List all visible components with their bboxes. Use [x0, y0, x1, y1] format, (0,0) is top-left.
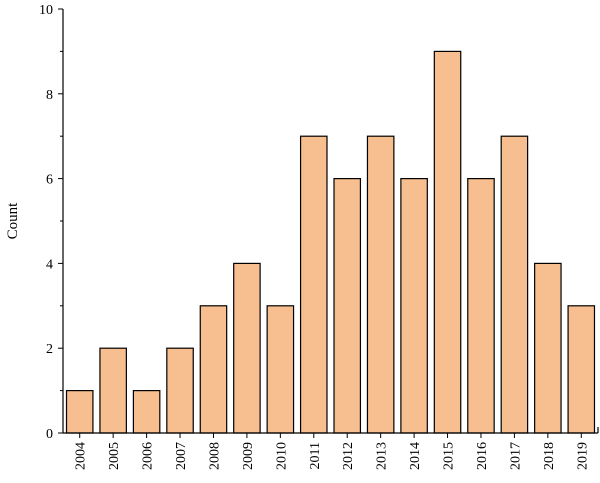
x-tick-label: 2009 — [241, 442, 256, 470]
y-tick-label: 10 — [39, 3, 53, 18]
x-ticks-group: 2004 2005 2006 2007 2008 2009 2010 2011 2012 2013… — [74, 433, 590, 470]
bar-2008 — [199, 305, 228, 434]
x-tick-label: 2013 — [375, 442, 390, 470]
bar-2009 — [233, 262, 261, 434]
x-tick-label: 2016 — [475, 442, 490, 470]
bar-2007 — [166, 347, 194, 434]
bar-2019 — [567, 305, 596, 434]
y-ticks-group: 0 2 4 6 8 10 — [39, 3, 63, 442]
bar-2014 — [400, 178, 428, 434]
bar-2010 — [266, 305, 295, 434]
bar-2006 — [132, 390, 161, 434]
bar-2012 — [333, 178, 362, 434]
bar-2016 — [467, 178, 495, 434]
bar-2018 — [534, 262, 562, 434]
x-tick-label: 2010 — [274, 442, 289, 470]
x-tick-label: 2006 — [141, 442, 156, 470]
x-tick-label: 2005 — [107, 442, 122, 470]
bar-2015 — [433, 50, 462, 434]
y-axis-title: Count — [5, 202, 21, 240]
x-tick-label: 2014 — [408, 442, 423, 470]
x-tick-label: 2018 — [542, 442, 557, 470]
y-tick-label: 0 — [46, 427, 53, 442]
y-tick-label: 6 — [46, 173, 53, 188]
y-tick-label: 4 — [46, 257, 53, 272]
x-tick-label: 2007 — [174, 442, 189, 470]
x-tick-label: 2019 — [575, 442, 590, 470]
bars-group — [65, 50, 596, 434]
bar-2005 — [99, 347, 127, 434]
bar-2013 — [366, 135, 395, 434]
y-tick-label: 2 — [46, 342, 53, 357]
x-tick-label: 2012 — [341, 442, 356, 470]
bar-2011 — [299, 135, 328, 434]
bar-2017 — [500, 135, 529, 434]
x-tick-label: 2011 — [308, 442, 323, 469]
x-tick-label: 2015 — [442, 442, 457, 470]
x-tick-label: 2017 — [508, 442, 523, 470]
x-tick-label: 2008 — [207, 442, 222, 470]
bar-2004 — [65, 390, 94, 434]
y-tick-label: 8 — [46, 88, 53, 103]
x-tick-label: 2004 — [74, 442, 89, 470]
